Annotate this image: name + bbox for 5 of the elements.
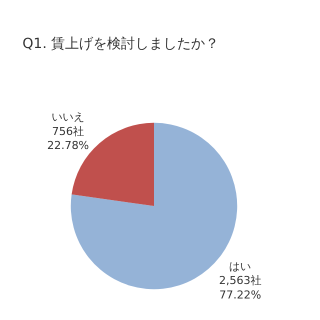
slice-label: いいえ	[52, 110, 85, 124]
data-label: 2,563社 77.22%	[218, 274, 262, 302]
data-label: 756社 22.78%	[47, 124, 90, 152]
chart-title: Q1. 賃上げを検討しましたか？	[22, 36, 220, 52]
slice-label: はい	[229, 260, 252, 273]
